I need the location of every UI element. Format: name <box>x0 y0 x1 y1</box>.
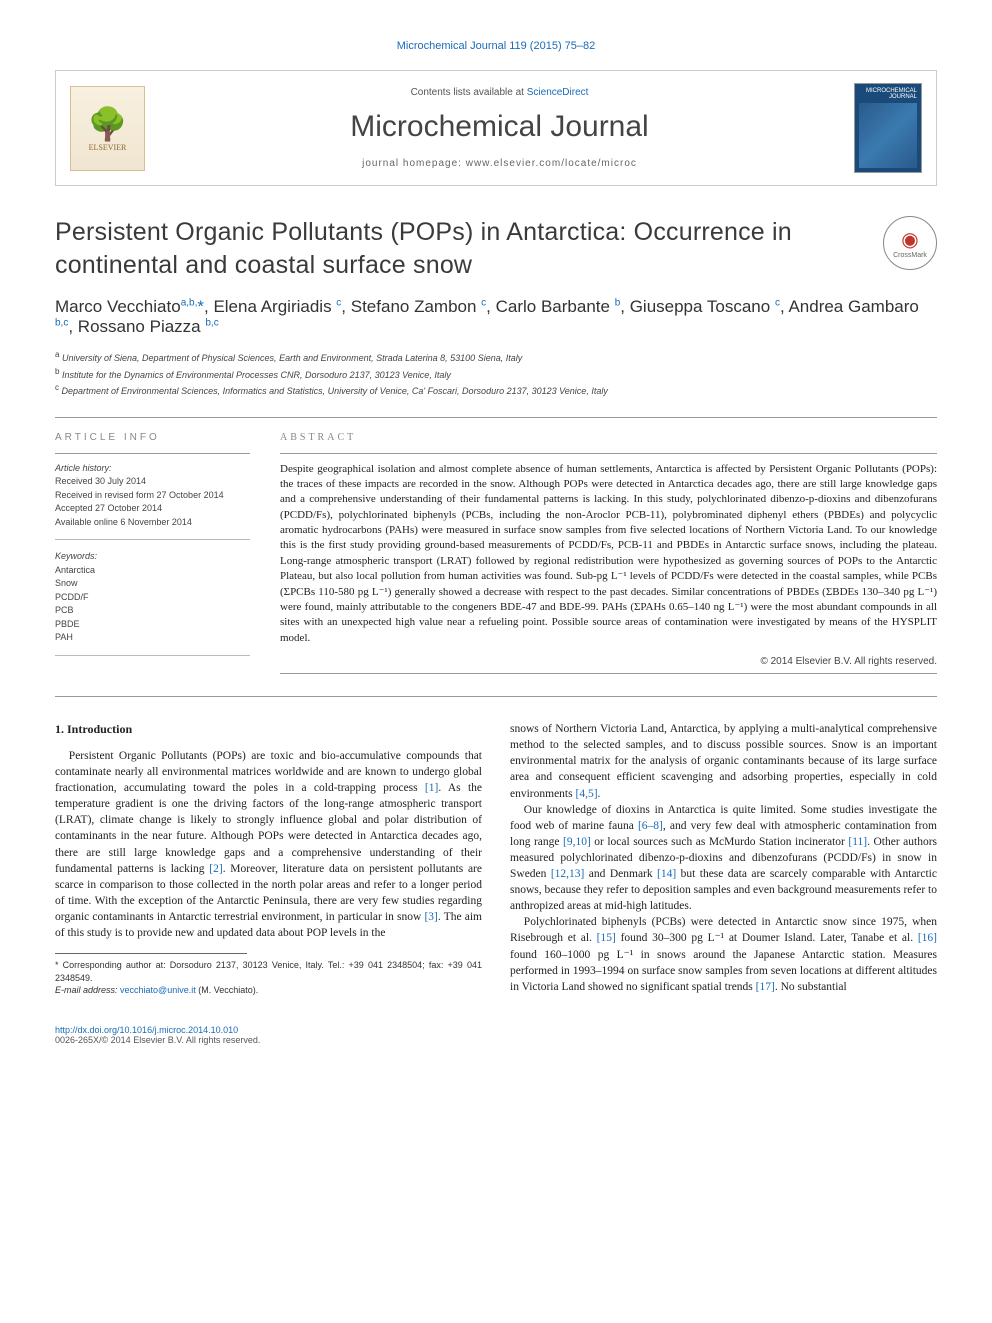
journal-cover-thumbnail: MICROCHEMICAL JOURNAL <box>854 83 922 173</box>
date-online: Available online 6 November 2014 <box>55 516 250 530</box>
affil-b: Institute for the Dynamics of Environmen… <box>62 370 451 380</box>
crossmark-icon: ◉ <box>901 227 918 252</box>
keyword-3: PCDD/F <box>55 591 250 605</box>
footnote-separator <box>55 953 247 954</box>
ref-9-10[interactable]: [9,10] <box>563 836 591 848</box>
abstract-rule <box>280 453 937 454</box>
abstract-text: Despite geographical isolation and almos… <box>280 462 937 647</box>
abstract-copyright: © 2014 Elsevier B.V. All rights reserved… <box>280 656 937 667</box>
keyword-1: Antarctica <box>55 564 250 578</box>
article-info-column: ARTICLE INFO Article history: Received 3… <box>55 432 250 675</box>
author-3: , Stefano Zambon <box>341 297 481 316</box>
keyword-6: PAH <box>55 631 250 645</box>
doi-link[interactable]: http://dx.doi.org/10.1016/j.microc.2014.… <box>55 1025 238 1035</box>
abstract-bottom-rule <box>280 673 937 674</box>
contents-lists-line: Contents lists available at ScienceDirec… <box>160 87 839 98</box>
abstract-column: ABSTRACT Despite geographical isolation … <box>280 432 937 675</box>
ref-11[interactable]: [11] <box>848 836 867 848</box>
keywords-label: Keywords: <box>55 550 250 564</box>
sciencedirect-link[interactable]: ScienceDirect <box>527 87 589 98</box>
ref-3[interactable]: [3] <box>424 911 437 923</box>
cover-body <box>859 103 917 168</box>
intro-para-1: Persistent Organic Pollutants (POPs) are… <box>55 748 482 941</box>
ref-12-13[interactable]: [12,13] <box>551 868 585 880</box>
page-footer: http://dx.doi.org/10.1016/j.microc.2014.… <box>55 1025 937 1045</box>
date-received: Received 30 July 2014 <box>55 475 250 489</box>
email-label: E-mail address: <box>55 985 120 995</box>
divider-2 <box>55 696 937 697</box>
ref-16[interactable]: [16] <box>918 932 937 944</box>
ref-1[interactable]: [1] <box>425 782 438 794</box>
info-rule-1 <box>55 453 250 454</box>
journal-homepage-line: journal homepage: www.elsevier.com/locat… <box>160 158 839 169</box>
author-list: Marco Vecchiatoa,b,*, Elena Argiriadis c… <box>55 297 937 337</box>
crossmark-badge[interactable]: ◉ CrossMark <box>883 216 937 270</box>
ref-14[interactable]: [14] <box>657 868 676 880</box>
top-citation: Microchemical Journal 119 (2015) 75–82 <box>55 40 937 52</box>
issn-copyright-line: 0026-265X/© 2014 Elsevier B.V. All right… <box>55 1035 937 1045</box>
affil-c: Department of Environmental Sciences, In… <box>62 386 608 396</box>
article-history-block: Article history: Received 30 July 2014 R… <box>55 462 250 541</box>
body-two-columns: 1. Introduction Persistent Organic Pollu… <box>55 721 937 997</box>
crossmark-label: CrossMark <box>893 252 927 259</box>
date-revised: Received in revised form 27 October 2014 <box>55 489 250 503</box>
keyword-4: PCB <box>55 604 250 618</box>
ref-4-5[interactable]: [4,5] <box>575 788 597 800</box>
author-4: , Carlo Barbante <box>486 297 615 316</box>
contents-prefix: Contents lists available at <box>411 87 527 98</box>
ref-15[interactable]: [15] <box>597 932 616 944</box>
cover-title: MICROCHEMICAL JOURNAL <box>859 88 917 100</box>
journal-name: Microchemical Journal <box>160 110 839 144</box>
email-suffix: (M. Vecchiato). <box>196 985 259 995</box>
ref-6-8[interactable]: [6–8] <box>638 820 663 832</box>
email-line: E-mail address: vecchiato@unive.it (M. V… <box>55 984 482 997</box>
keyword-5: PBDE <box>55 618 250 632</box>
intro-para-2: snows of Northern Victoria Land, Antarct… <box>510 721 937 801</box>
abstract-label: ABSTRACT <box>280 432 937 443</box>
affiliations: a University of Siena, Department of Phy… <box>55 349 937 399</box>
elsevier-text: ELSEVIER <box>89 143 127 152</box>
article-info-label: ARTICLE INFO <box>55 432 250 443</box>
footnotes-block: * Corresponding author at: Dorsoduro 213… <box>55 959 482 997</box>
author-2: , Elena Argiriadis <box>204 297 336 316</box>
header-center: Contents lists available at ScienceDirec… <box>145 87 854 169</box>
intro-para-4: Polychlorinated biphenyls (PCBs) were de… <box>510 914 937 994</box>
keyword-2: Snow <box>55 577 250 591</box>
author-email-link[interactable]: vecchiato@unive.it <box>120 985 196 995</box>
ref-17[interactable]: [17] <box>756 981 775 993</box>
corresponding-author-note: * Corresponding author at: Dorsoduro 213… <box>55 959 482 984</box>
author-6-affil: b,c <box>55 317 68 328</box>
divider-1 <box>55 417 937 418</box>
author-7-affil: b,c <box>205 317 218 328</box>
author-1-affil: a,b, <box>181 297 198 308</box>
ref-2[interactable]: [2] <box>209 863 222 875</box>
corresponding-star: * <box>197 297 204 316</box>
author-7: , Rossano Piazza <box>68 317 205 336</box>
date-accepted: Accepted 27 October 2014 <box>55 502 250 516</box>
author-6: , Andrea Gambaro <box>780 297 919 316</box>
history-label: Article history: <box>55 462 250 476</box>
journal-header-box: 🌳 ELSEVIER Contents lists available at S… <box>55 70 937 186</box>
keywords-block: Keywords: Antarctica Snow PCDD/F PCB PBD… <box>55 550 250 656</box>
intro-para-3: Our knowledge of dioxins in Antarctica i… <box>510 802 937 915</box>
elsevier-tree-icon: 🌳 <box>88 105 128 143</box>
affil-a: University of Siena, Department of Physi… <box>62 353 522 363</box>
author-1: Marco Vecchiato <box>55 297 181 316</box>
section-heading-1: 1. Introduction <box>55 721 482 738</box>
author-5: , Giuseppa Toscano <box>620 297 775 316</box>
elsevier-logo: 🌳 ELSEVIER <box>70 86 145 171</box>
article-title: Persistent Organic Pollutants (POPs) in … <box>55 216 868 281</box>
